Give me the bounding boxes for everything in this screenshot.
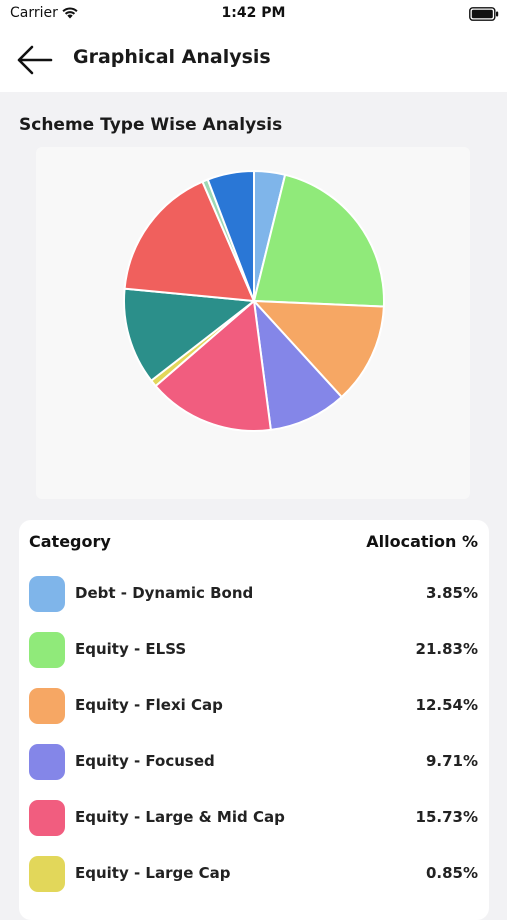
- table-row[interactable]: Equity - Large Cap 0.85%: [19, 846, 489, 902]
- pie-slice[interactable]: [123, 180, 256, 303]
- arrow-left-icon[interactable]: [14, 43, 54, 77]
- row-category: Equity - Large Cap: [75, 864, 231, 882]
- color-swatch: [29, 856, 65, 892]
- row-allocation: 15.73%: [415, 808, 478, 826]
- page-title: Graphical Analysis: [73, 46, 271, 68]
- pie-slice[interactable]: [123, 287, 257, 383]
- color-swatch: [29, 576, 65, 612]
- table-row[interactable]: Debt - Dynamic Bond 3.85%: [19, 566, 489, 622]
- header-category: Category: [29, 532, 111, 551]
- pie-slice[interactable]: [252, 297, 344, 432]
- table-row[interactable]: Equity - Large & Mid Cap 15.73%: [19, 790, 489, 846]
- pie-slice[interactable]: [206, 169, 255, 302]
- row-category: Equity - Large & Mid Cap: [75, 808, 285, 826]
- row-allocation: 12.54%: [415, 696, 478, 714]
- row-allocation: 21.83%: [415, 640, 478, 658]
- color-swatch: [29, 632, 65, 668]
- row-category: Debt - Dynamic Bond: [75, 584, 254, 602]
- color-swatch: [29, 800, 65, 836]
- pie-slice[interactable]: [251, 299, 385, 399]
- table-header: Category Allocation %: [19, 520, 489, 566]
- pie-slice[interactable]: [252, 173, 385, 308]
- table-row[interactable]: Equity - Focused 9.71%: [19, 734, 489, 790]
- color-swatch: [29, 688, 65, 724]
- pie-chart-card: [36, 147, 470, 499]
- header-allocation: Allocation %: [366, 532, 478, 551]
- pie-slice[interactable]: [154, 299, 272, 432]
- status-time: 1:42 PM: [221, 5, 286, 21]
- row-category: Equity - ELSS: [75, 640, 187, 658]
- row-allocation: 0.85%: [425, 864, 478, 882]
- battery-icon: [469, 7, 499, 21]
- carrier-label: Carrier: [10, 5, 58, 21]
- status-bar: Carrier 1:42 PM: [0, 0, 507, 30]
- color-swatch: [29, 744, 65, 780]
- row-category: Equity - Flexi Cap: [75, 696, 223, 714]
- allocation-table: Category Allocation % Debt - Dynamic Bon…: [19, 520, 489, 920]
- pie-chart: [123, 169, 385, 432]
- wifi-icon: [62, 7, 78, 19]
- row-category: Equity - Focused: [75, 752, 215, 770]
- app-header: Graphical Analysis: [0, 30, 507, 92]
- section-title: Scheme Type Wise Analysis: [19, 115, 283, 135]
- table-row[interactable]: Equity - ELSS 21.83%: [19, 622, 489, 678]
- table-row[interactable]: Equity - Flexi Cap 12.54%: [19, 678, 489, 734]
- row-allocation: 9.71%: [425, 752, 478, 770]
- row-allocation: 3.85%: [425, 584, 478, 602]
